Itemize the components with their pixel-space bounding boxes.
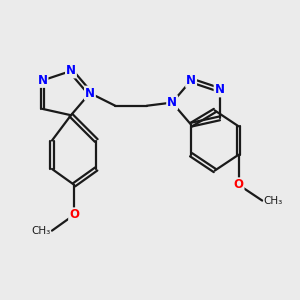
Text: N: N [38, 74, 47, 87]
Text: CH₃: CH₃ [31, 226, 50, 236]
Text: O: O [69, 208, 79, 221]
Text: N: N [167, 96, 177, 109]
Text: O: O [233, 178, 244, 191]
Text: N: N [85, 87, 95, 100]
Text: CH₃: CH₃ [264, 196, 283, 206]
Text: N: N [66, 64, 76, 77]
Text: N: N [214, 83, 225, 96]
Text: N: N [186, 74, 196, 87]
